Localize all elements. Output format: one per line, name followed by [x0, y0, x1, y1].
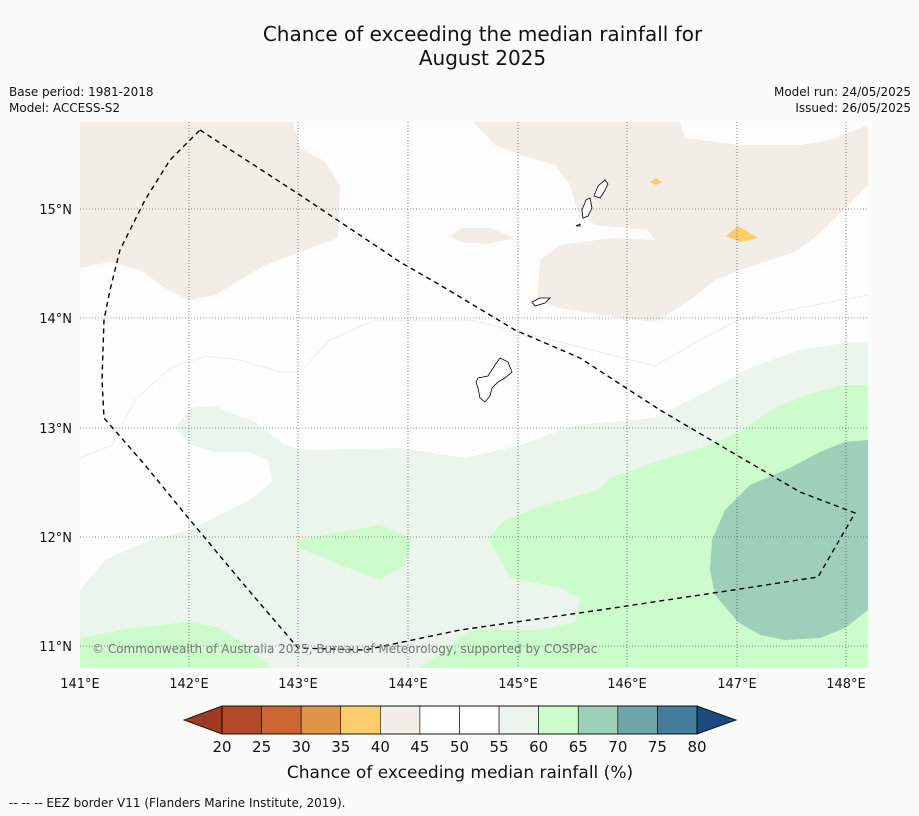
colorbar-cell — [617, 705, 658, 735]
lon-label-147: 147°E — [717, 677, 757, 692]
lon-label-146: 146°E — [607, 677, 647, 692]
tinian-island — [581, 197, 593, 219]
model-name: Model: ACCESS-S2 — [9, 101, 121, 115]
colorbar-cells — [221, 705, 698, 735]
colorbar-cell — [498, 705, 539, 735]
colorbar-cell — [221, 705, 262, 735]
colorbar-cell — [419, 705, 460, 735]
colorbar-cell — [261, 705, 302, 735]
colorbar-cell — [380, 705, 421, 735]
colorbar-label: 80 — [687, 738, 706, 756]
lat-label-11: 11°N — [39, 640, 72, 655]
lon-labels: 141°E 142°E 143°E 144°E 145°E 146°E 147°… — [60, 677, 866, 692]
colorbar-label: 35 — [331, 738, 350, 756]
model-run: Model run: 24/05/2025 — [773, 85, 911, 99]
map-title: Chance of exceeding the median rainfall … — [0, 22, 919, 70]
contour-40-45-northwest — [80, 122, 340, 300]
colorbar-label: 25 — [252, 738, 271, 756]
colorbar-cell — [300, 705, 342, 735]
colorbar-cell — [459, 705, 500, 735]
rainfall-contours: © Commonwealth of Australia 2025, Bureau… — [80, 122, 868, 668]
aguijan-island — [575, 223, 581, 227]
colorbar-cell — [538, 705, 579, 735]
colorbar-label: 60 — [529, 738, 548, 756]
lat-gridlines — [80, 208, 868, 647]
contour-50-line — [80, 294, 868, 459]
lon-gridlines — [188, 122, 847, 668]
lon-label-143: 143°E — [278, 677, 318, 692]
contour-60-65-center — [298, 525, 412, 580]
colorbar-under-arrow — [182, 705, 223, 735]
colorbar-cell — [340, 705, 381, 735]
colorbar-label: 50 — [450, 738, 469, 756]
lon-label-148: 148°E — [826, 677, 866, 692]
meta-right: Model run: 24/05/2025 Issued: 26/05/2025 — [774, 84, 911, 116]
copyright-notice: © Commonwealth of Australia 2025, Bureau… — [92, 642, 597, 656]
title-line-1: Chance of exceeding the median rainfall … — [262, 22, 703, 46]
issued-date: Issued: 26/05/2025 — [795, 101, 911, 115]
colorbar-label: 75 — [648, 738, 667, 756]
colorbar-cell — [657, 705, 698, 735]
colorbar-label: 20 — [212, 738, 231, 756]
eez-footer-note: -- -- -- EEZ border V11 (Flanders Marine… — [9, 796, 346, 810]
lon-label-145: 145°E — [498, 677, 538, 692]
title-line-2: August 2025 — [418, 46, 547, 70]
colorbar-labels: 20 25 30 35 40 45 50 55 60 65 70 75 80 — [212, 738, 706, 756]
lat-label-14: 14°N — [39, 312, 72, 327]
colorbar-label: 30 — [292, 738, 311, 756]
contour-40-45-small — [450, 228, 515, 244]
lat-label-13: 13°N — [39, 422, 72, 437]
guam-island — [475, 357, 513, 403]
contour-35-40-a — [650, 178, 662, 185]
rota-island — [531, 297, 551, 307]
contour-65-70 — [710, 440, 868, 640]
saipan-island — [593, 179, 609, 199]
colorbar-title: Chance of exceeding median rainfall (%) — [287, 763, 633, 783]
colorbar-label: 55 — [490, 738, 509, 756]
colorbar-over-arrow — [696, 705, 738, 735]
colorbar-label: 40 — [371, 738, 390, 756]
lon-label-144: 144°E — [388, 677, 428, 692]
lon-label-141: 141°E — [60, 677, 100, 692]
lat-label-12: 12°N — [39, 531, 72, 546]
lat-labels: 15°N 14°N 13°N 12°N 11°N — [39, 203, 72, 655]
contour-60-65-southwest — [80, 622, 272, 668]
lat-label-15: 15°N — [39, 203, 72, 218]
colorbar: 20 25 30 35 40 45 50 55 60 65 70 75 80 Chance of exc… — [182, 705, 738, 783]
lon-label-142: 142°E — [169, 677, 209, 692]
eez-border — [101, 129, 857, 651]
contour-35-40-b — [726, 226, 758, 242]
colorbar-label: 45 — [410, 738, 429, 756]
colorbar-label: 65 — [569, 738, 588, 756]
base-period: Base period: 1981-2018 — [9, 85, 154, 99]
colorbar-cell — [577, 705, 619, 735]
contour-40-45-northeast — [473, 122, 868, 322]
colorbar-frame — [221, 705, 698, 735]
colorbar-label: 70 — [608, 738, 627, 756]
meta-left: Base period: 1981-2018 Model: ACCESS-S2 — [9, 84, 154, 116]
